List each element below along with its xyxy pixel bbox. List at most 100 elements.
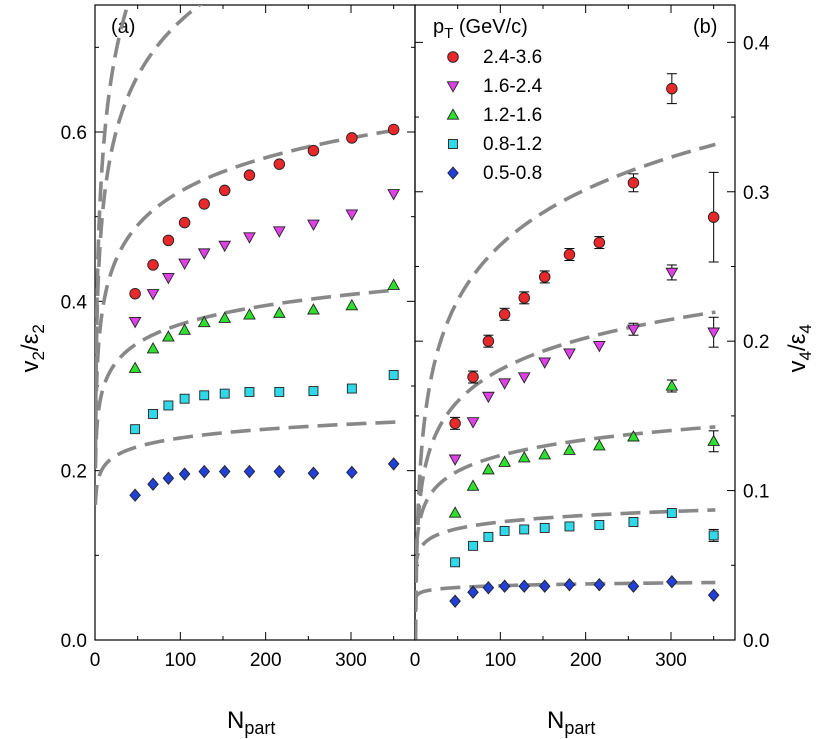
legend-title-unit: (GeV/c) [453, 16, 527, 38]
data-point [498, 378, 511, 390]
data-point [468, 540, 478, 551]
data-point [218, 311, 232, 323]
series-1 [128, 189, 401, 329]
legend-entry: 2.4-3.6 [483, 47, 542, 68]
data-point [346, 383, 357, 394]
x-axis-label-sub: part [244, 718, 275, 738]
data-point [482, 462, 495, 475]
data-point [243, 232, 256, 244]
x-tick-label: 300 [655, 650, 687, 671]
series-2 [128, 278, 401, 373]
panel-label: (b) [693, 16, 717, 38]
data-point [517, 450, 531, 463]
data-point [219, 388, 230, 399]
fit-curve-series-3 [415, 508, 716, 573]
legend-marker [446, 81, 460, 93]
data-point [218, 464, 231, 479]
data-point [449, 594, 461, 608]
data-point [482, 581, 495, 595]
data-point [307, 303, 320, 315]
data-point [518, 292, 530, 304]
data-point [197, 248, 211, 260]
y-axis-label-sub2: 4 [796, 324, 815, 333]
x-tick-label: 200 [570, 650, 602, 671]
data-point [274, 386, 285, 397]
data-point [538, 579, 551, 593]
legend-title-main: p [433, 16, 444, 38]
data-point [162, 330, 175, 342]
data-point [482, 391, 495, 404]
data-point [346, 132, 358, 144]
data-point [498, 455, 511, 467]
y-tick-label: 0.4 [743, 33, 770, 54]
fit-curves [95, 5, 396, 505]
series-4 [449, 575, 720, 608]
data-point [594, 520, 605, 530]
data-point [147, 259, 159, 271]
data-point [563, 248, 576, 261]
legend: pT (GeV/c) 2.4-3.6 1.6-2.4 1.2-1.6 0.8-1.2 0.… [433, 16, 543, 184]
data-point [483, 531, 494, 542]
data-point [448, 454, 462, 466]
x-tick-label: 300 [335, 650, 367, 671]
data-point [563, 348, 576, 360]
data-point [198, 464, 211, 479]
data-point [517, 372, 531, 384]
data-point [707, 211, 720, 223]
data-point [627, 430, 640, 442]
legend-marker [446, 108, 460, 120]
data-point [178, 323, 191, 335]
data-point [387, 457, 400, 471]
data-point [518, 579, 531, 593]
data-point [146, 342, 160, 354]
data-point [146, 289, 160, 301]
data-point [273, 464, 286, 479]
series-4 [129, 457, 400, 502]
data-point [627, 579, 640, 593]
data-point [162, 234, 175, 247]
data-point [128, 361, 142, 373]
fit-curve-series-4 [415, 580, 716, 600]
fit-curve-series-2 [415, 425, 716, 576]
plot-frame [414, 4, 736, 641]
data-point [272, 226, 286, 238]
data-point [707, 588, 720, 602]
data-point [449, 417, 461, 430]
data-point [148, 408, 158, 419]
series-3 [130, 370, 399, 435]
y-tick-label: 0.6 [61, 123, 87, 144]
y-axis-label-main: v [17, 361, 44, 373]
data-point [162, 471, 175, 485]
x-axis-label-main: N [547, 707, 564, 734]
series-1 [448, 264, 721, 466]
y-tick-label: 0.1 [743, 482, 769, 503]
data-point [592, 439, 606, 451]
data-point [388, 370, 399, 380]
data-point [307, 219, 320, 232]
x-tick-label: 100 [164, 650, 196, 671]
x-tick-label: 0 [90, 650, 101, 671]
data-point [538, 357, 552, 369]
data-point [627, 324, 640, 336]
data-point [482, 335, 495, 347]
data-point [466, 417, 480, 429]
data-point [593, 578, 606, 592]
data-point [666, 82, 678, 95]
data-point [707, 327, 721, 339]
data-point [466, 479, 480, 491]
data-point [665, 379, 679, 391]
series-0 [129, 123, 400, 300]
y-tick-label: 0.0 [61, 631, 87, 652]
x-tick-label: 0 [410, 650, 421, 671]
data-point [243, 308, 256, 320]
data-point [346, 465, 358, 480]
y-axis-label-main: v [784, 361, 811, 373]
panel-b: 0 100 200 3000.00.10.20.30.4(b)Npartv4/ε4pT… [410, 4, 815, 738]
data-point [243, 169, 256, 181]
data-point [666, 508, 677, 518]
data-point [498, 579, 511, 593]
data-point [307, 466, 320, 480]
x-axis-label: Npart [227, 707, 275, 738]
legend-marker [448, 139, 458, 149]
